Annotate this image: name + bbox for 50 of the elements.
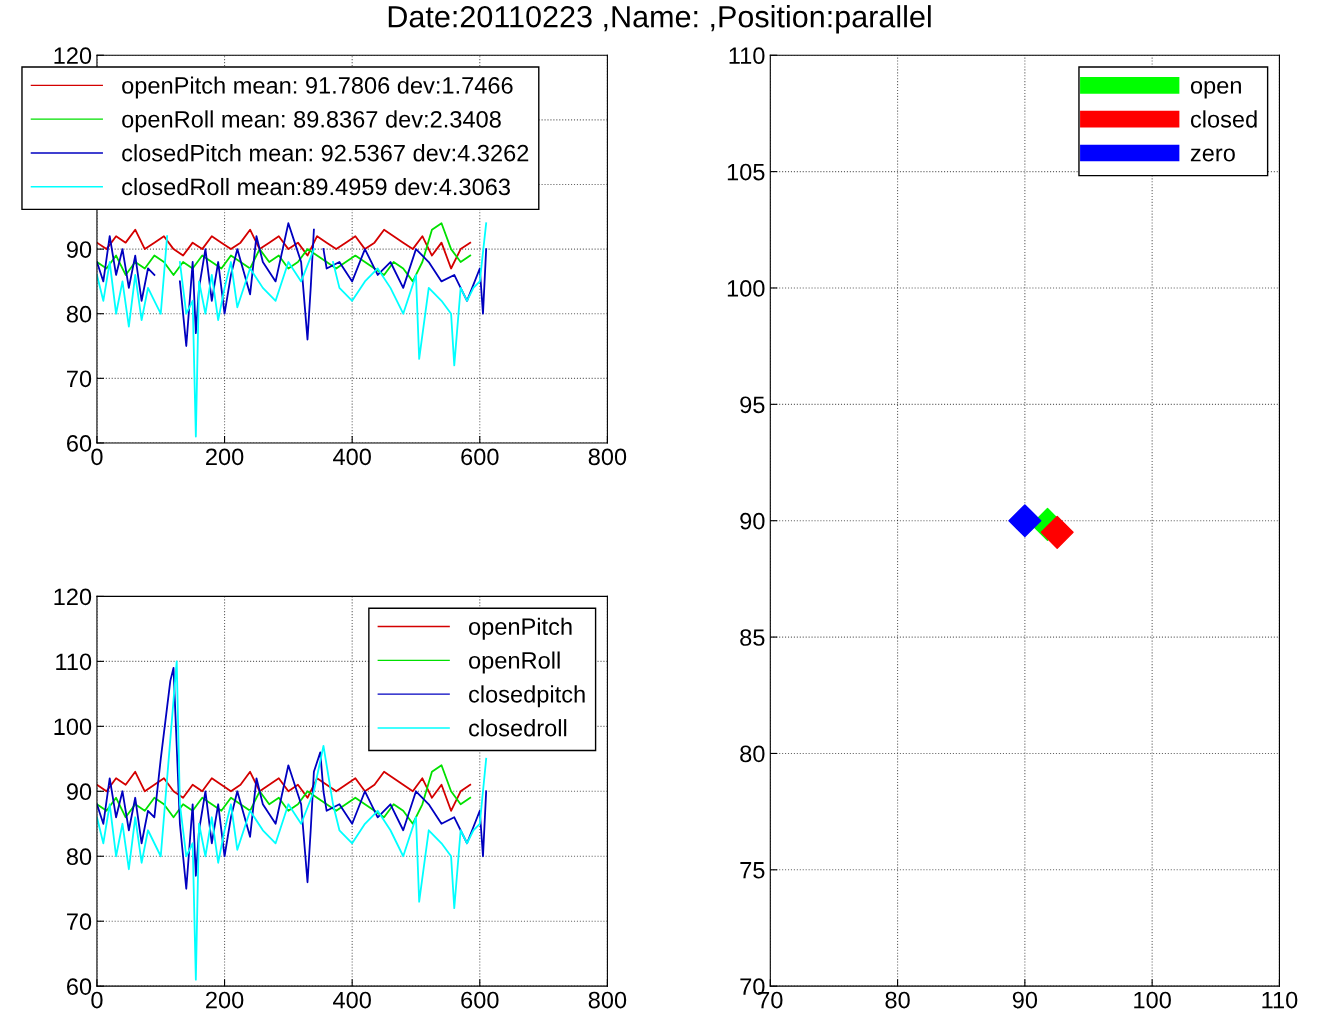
x-tick-label: 200 (206, 991, 244, 1009)
legend-label: zero (1190, 148, 1235, 162)
x-tick-label: 80 (885, 991, 910, 1009)
line-series (96, 228, 472, 270)
y-tick-label: 95 (740, 396, 765, 414)
x-tick-label: 0 (91, 448, 103, 466)
y-tick-label: 105 (727, 163, 765, 181)
y-tick-label: 100 (54, 718, 92, 736)
legend-label: closedpitch (469, 685, 585, 708)
y-tick-label: 85 (740, 629, 765, 646)
y-tick-label: 100 (727, 280, 765, 297)
y-tick-label: 60 (67, 978, 92, 995)
legend-label: closed (1190, 110, 1257, 128)
legend-label: closedPitch mean: 92.5367 dev:4.3262 (122, 144, 529, 162)
y-tick-label: 80 (66, 305, 92, 323)
legend-label: openPitch mean: 91.7806 dev:1.7466 (122, 76, 513, 99)
x-tick-label: 110 (1262, 991, 1298, 1009)
line-series (96, 222, 472, 283)
x-tick-label: 400 (333, 991, 371, 1009)
y-tick-label: 90 (66, 783, 92, 801)
line-series (96, 764, 472, 825)
x-tick-label: 100 (1134, 991, 1171, 1009)
y-tick-label: 80 (740, 745, 765, 763)
x-tick-label: 800 (588, 448, 627, 466)
chart-title: Date:20110223 ,Name: ,Position:parallel (388, 5, 931, 34)
y-tick-label: 90 (740, 512, 765, 530)
x-tick-label: 600 (461, 991, 499, 1009)
legend-label: closedroll (469, 719, 567, 737)
y-tick-label: 70 (67, 370, 92, 388)
legend-label: open (1190, 80, 1241, 99)
y-tick-label: 90 (66, 241, 92, 258)
y-tick-label: 120 (54, 588, 92, 606)
y-tick-label: 80 (66, 848, 92, 866)
y-tick-label: 110 (729, 47, 765, 65)
y-tick-label: 60 (67, 435, 92, 452)
x-tick-label: 800 (588, 991, 627, 1009)
y-tick-label: 75 (740, 862, 765, 879)
x-tick-label: 200 (206, 448, 244, 466)
y-tick-label: 120 (54, 47, 92, 65)
x-tick-label: 0 (91, 991, 103, 1009)
x-tick-label: 600 (461, 448, 499, 466)
legend-label: openPitch (469, 617, 572, 640)
line-series (96, 770, 472, 812)
x-tick-label: 90 (1012, 991, 1038, 1009)
legend-label: openRoll (469, 651, 560, 674)
x-tick-label: 400 (333, 448, 371, 466)
legend-label: openRoll mean: 89.8367 dev:2.3408 (122, 110, 501, 133)
legend-label: closedRoll mean:89.4959 dev:4.3063 (122, 177, 510, 196)
y-tick-label: 110 (56, 653, 92, 671)
y-tick-label: 70 (67, 913, 92, 930)
